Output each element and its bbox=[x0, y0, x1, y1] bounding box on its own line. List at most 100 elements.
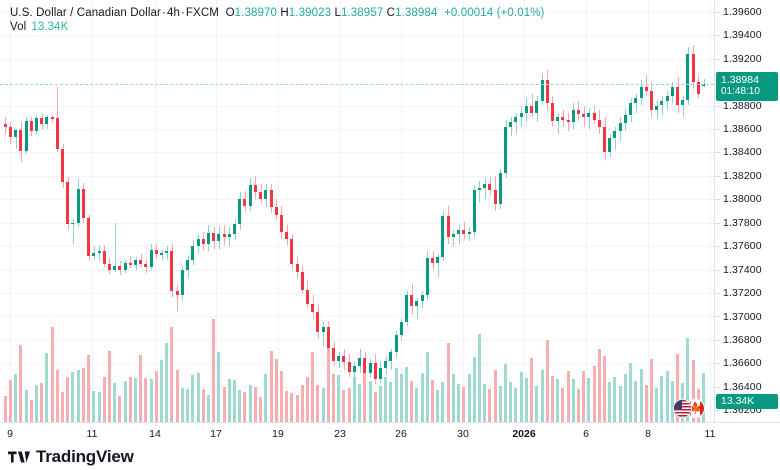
volume-bar bbox=[196, 373, 200, 422]
candle-body bbox=[530, 105, 534, 113]
candle-body bbox=[582, 113, 586, 118]
grid-layer bbox=[0, 0, 714, 422]
candle-body bbox=[394, 335, 398, 352]
price-axis-tick: 1.38600 bbox=[723, 122, 762, 135]
candle-wick bbox=[646, 75, 647, 97]
volume-bar bbox=[566, 370, 570, 422]
candle-body bbox=[608, 138, 612, 153]
volume-bar bbox=[102, 376, 106, 422]
candle-body bbox=[279, 214, 283, 233]
volume-bar bbox=[483, 383, 487, 422]
candle-body bbox=[107, 263, 111, 270]
price-axis-tick: 1.39600 bbox=[723, 5, 762, 18]
time-axis-tick: 14 bbox=[149, 428, 161, 440]
candle-body bbox=[123, 262, 127, 270]
candle-body bbox=[191, 246, 195, 261]
candle-wick bbox=[438, 254, 439, 277]
price-axis-tick: 1.37000 bbox=[723, 310, 762, 323]
volume-bar bbox=[613, 376, 617, 422]
candle-body bbox=[431, 257, 435, 263]
volume-bar bbox=[702, 373, 706, 422]
volume-bar bbox=[467, 373, 471, 422]
price-axis-tick-mark bbox=[715, 410, 720, 411]
price-axis[interactable]: 1.39600 1.39400 1.39200 1.38800 1.38600 1.384… bbox=[714, 0, 780, 443]
volume-bar bbox=[66, 376, 70, 422]
gridline-horizontal bbox=[0, 199, 714, 200]
candle-body bbox=[571, 110, 575, 122]
volume-bar bbox=[134, 378, 137, 422]
volume-value-badge[interactable]: 13.34K bbox=[716, 394, 778, 409]
volume-bar bbox=[191, 375, 195, 422]
candle-body bbox=[556, 117, 560, 121]
volume-bar bbox=[285, 391, 289, 422]
candle-wick bbox=[323, 322, 324, 346]
price-axis-tick-mark bbox=[715, 246, 720, 247]
volume-bar bbox=[649, 358, 653, 422]
candle-body bbox=[389, 351, 393, 362]
volume-bar bbox=[571, 379, 575, 422]
price-axis-tick: 1.37400 bbox=[723, 263, 762, 276]
usa-flag-icon bbox=[673, 399, 692, 418]
current-price-badge[interactable]: 1.38984 01:48:10 bbox=[716, 71, 778, 101]
candle-wick bbox=[115, 222, 116, 272]
candle-body bbox=[243, 199, 247, 207]
volume-bar bbox=[676, 353, 680, 422]
volume-bar bbox=[431, 380, 435, 422]
candle-body bbox=[660, 100, 664, 106]
volume-bar bbox=[24, 389, 28, 422]
volume-bar bbox=[19, 345, 23, 422]
volume-bar bbox=[608, 382, 612, 422]
gridline-horizontal bbox=[0, 246, 714, 247]
volume-bar bbox=[50, 326, 54, 422]
candle-wick bbox=[177, 283, 178, 311]
candle-body bbox=[212, 233, 216, 242]
volume-bar bbox=[399, 374, 403, 422]
chart-plot-area[interactable] bbox=[0, 0, 714, 422]
volume-bar bbox=[488, 389, 492, 422]
volume-bar bbox=[493, 369, 497, 422]
volume-bar bbox=[243, 391, 247, 422]
volume-bar bbox=[378, 385, 382, 422]
volume-bar bbox=[3, 395, 7, 422]
candle-wick bbox=[167, 246, 168, 261]
volume-bar bbox=[603, 356, 607, 422]
candle-body bbox=[55, 118, 59, 149]
time-axis[interactable]: 9 11 14 17 19 23 26 30 2026 6 8 11 bbox=[0, 422, 780, 443]
price-axis-tick-mark bbox=[715, 293, 720, 294]
price-axis-tick: 1.38800 bbox=[723, 99, 762, 112]
volume-bar bbox=[139, 354, 143, 422]
candle-body bbox=[509, 121, 513, 127]
volume-bar bbox=[545, 339, 549, 422]
candle-body bbox=[186, 260, 190, 270]
candle-body bbox=[436, 256, 440, 263]
gridline-horizontal bbox=[0, 363, 714, 364]
time-axis-tick: 6 bbox=[583, 428, 589, 440]
candle-wick bbox=[417, 297, 418, 319]
price-axis-tick: 1.36400 bbox=[723, 380, 762, 393]
tradingview-logo[interactable]: TradingView bbox=[8, 447, 134, 467]
volume-bar bbox=[8, 380, 12, 422]
candle-body bbox=[545, 79, 549, 104]
candle-body bbox=[14, 130, 18, 138]
volume-bar bbox=[655, 387, 659, 422]
volume-bar bbox=[269, 351, 273, 422]
candle-body bbox=[264, 189, 268, 200]
candle-body bbox=[305, 289, 309, 304]
gridline-horizontal bbox=[0, 410, 714, 411]
volume-bar bbox=[561, 388, 565, 422]
volume-bar bbox=[509, 381, 513, 422]
candle-wick bbox=[99, 244, 100, 262]
volume-bar bbox=[14, 373, 18, 422]
volume-bar bbox=[55, 369, 59, 422]
candle-body bbox=[634, 98, 638, 104]
candle-body bbox=[24, 120, 28, 152]
volume-bar bbox=[691, 359, 695, 422]
candle-body bbox=[373, 363, 377, 379]
volume-bar bbox=[504, 364, 508, 422]
currency-flag-badges[interactable]: 🍁 bbox=[673, 399, 707, 419]
price-axis-tick-mark bbox=[715, 106, 720, 107]
candle-body bbox=[144, 263, 148, 268]
volume-bar bbox=[618, 386, 622, 422]
tradingview-wordmark: TradingView bbox=[36, 447, 134, 466]
